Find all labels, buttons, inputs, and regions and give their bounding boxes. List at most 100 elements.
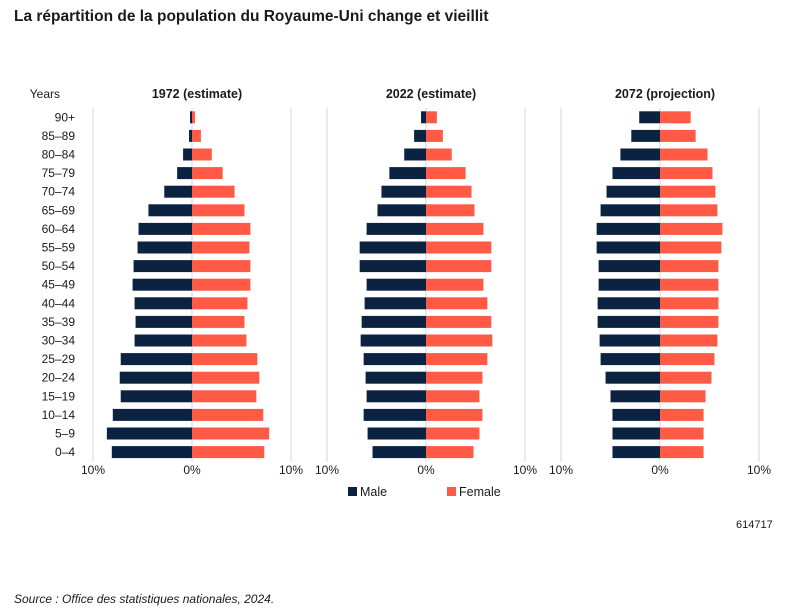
female-bar: [192, 129, 201, 142]
x-tick-label: 10%: [747, 463, 771, 477]
age-group-label: 55–59: [42, 241, 76, 255]
female-bar: [426, 241, 492, 254]
x-tick-label: 10%: [549, 463, 573, 477]
age-group-label: 0–4: [55, 445, 75, 459]
female-bar: [192, 315, 245, 328]
male-bar: [606, 185, 660, 198]
male-bar: [190, 111, 192, 124]
male-bar: [612, 408, 660, 421]
female-bar: [660, 167, 713, 180]
x-tick-label: 10%: [513, 463, 537, 477]
female-bar: [192, 111, 195, 124]
age-group-label: 20–24: [42, 371, 76, 385]
legend-female-label: Female: [459, 485, 501, 499]
male-bar: [639, 111, 660, 124]
age-group-label: 10–14: [42, 408, 76, 422]
age-group-label: 15–19: [42, 389, 76, 403]
male-bar: [600, 204, 660, 217]
age-group-label: 40–44: [42, 296, 76, 310]
female-bar: [660, 315, 719, 328]
female-bar: [192, 204, 245, 217]
female-bar: [192, 167, 223, 180]
age-group-label: 65–69: [42, 203, 76, 217]
male-bar: [367, 427, 426, 440]
female-bar: [426, 408, 483, 421]
female-bar: [426, 446, 474, 459]
male-bar: [138, 222, 192, 235]
female-bar: [192, 241, 250, 254]
male-bar: [610, 390, 660, 403]
female-bar: [192, 278, 251, 291]
male-bar: [366, 222, 426, 235]
female-bar: [426, 315, 492, 328]
male-bar: [132, 278, 192, 291]
age-group-label: 25–29: [42, 352, 76, 366]
male-bar: [363, 353, 426, 366]
legend-female-swatch: [447, 487, 456, 496]
female-bar: [192, 427, 270, 440]
female-bar: [426, 260, 492, 273]
source-note: Source : Office des statistiques nationa…: [14, 592, 275, 606]
male-bar: [177, 167, 192, 180]
male-bar: [612, 446, 660, 459]
female-bar: [426, 222, 484, 235]
female-bar: [426, 204, 475, 217]
male-bar: [120, 353, 192, 366]
x-tick-label: 10%: [81, 463, 105, 477]
female-bar: [660, 446, 704, 459]
male-bar: [119, 371, 192, 384]
male-bar: [598, 278, 660, 291]
male-bar: [414, 129, 426, 142]
age-group-label: 5–9: [55, 427, 75, 441]
female-bar: [192, 222, 251, 235]
x-tick-label: 10%: [315, 463, 339, 477]
male-bar: [112, 408, 192, 421]
age-group-label: 90+: [55, 110, 75, 124]
male-bar: [597, 297, 660, 310]
female-bar: [660, 408, 704, 421]
male-bar: [137, 241, 192, 254]
female-bar: [192, 408, 264, 421]
panel-title: 2072 (projection): [615, 87, 715, 101]
male-bar: [360, 334, 426, 347]
male-bar: [366, 390, 426, 403]
chart-title: La répartition de la population du Royau…: [14, 8, 489, 25]
male-bar: [598, 260, 660, 273]
female-bar: [426, 278, 484, 291]
female-bar: [660, 278, 719, 291]
legend-male-swatch: [348, 487, 357, 496]
male-bar: [597, 315, 660, 328]
panel-title: 1972 (estimate): [152, 87, 242, 101]
age-axis-title: Years: [30, 87, 60, 101]
male-bar: [366, 278, 426, 291]
legend-male-label: Male: [360, 485, 387, 499]
female-bar: [660, 353, 715, 366]
male-bar: [183, 148, 192, 161]
female-bar: [660, 148, 708, 161]
male-bar: [106, 427, 192, 440]
male-bar: [372, 446, 426, 459]
female-bar: [192, 297, 248, 310]
male-bar: [148, 204, 192, 217]
female-bar: [192, 334, 247, 347]
male-bar: [361, 315, 426, 328]
female-bar: [660, 297, 719, 310]
male-bar: [111, 446, 192, 459]
male-bar: [377, 204, 426, 217]
male-bar: [631, 129, 660, 142]
male-bar: [605, 371, 660, 384]
male-bar: [359, 260, 426, 273]
male-bar: [134, 334, 192, 347]
age-group-label: 80–84: [42, 148, 76, 162]
female-bar: [660, 371, 712, 384]
female-bar: [660, 427, 704, 440]
female-bar: [192, 353, 258, 366]
female-bar: [426, 297, 488, 310]
age-group-label: 70–74: [42, 185, 76, 199]
female-bar: [192, 446, 265, 459]
male-bar: [421, 111, 426, 124]
female-bar: [426, 129, 443, 142]
x-tick-label: 0%: [417, 463, 435, 477]
female-bar: [660, 222, 723, 235]
